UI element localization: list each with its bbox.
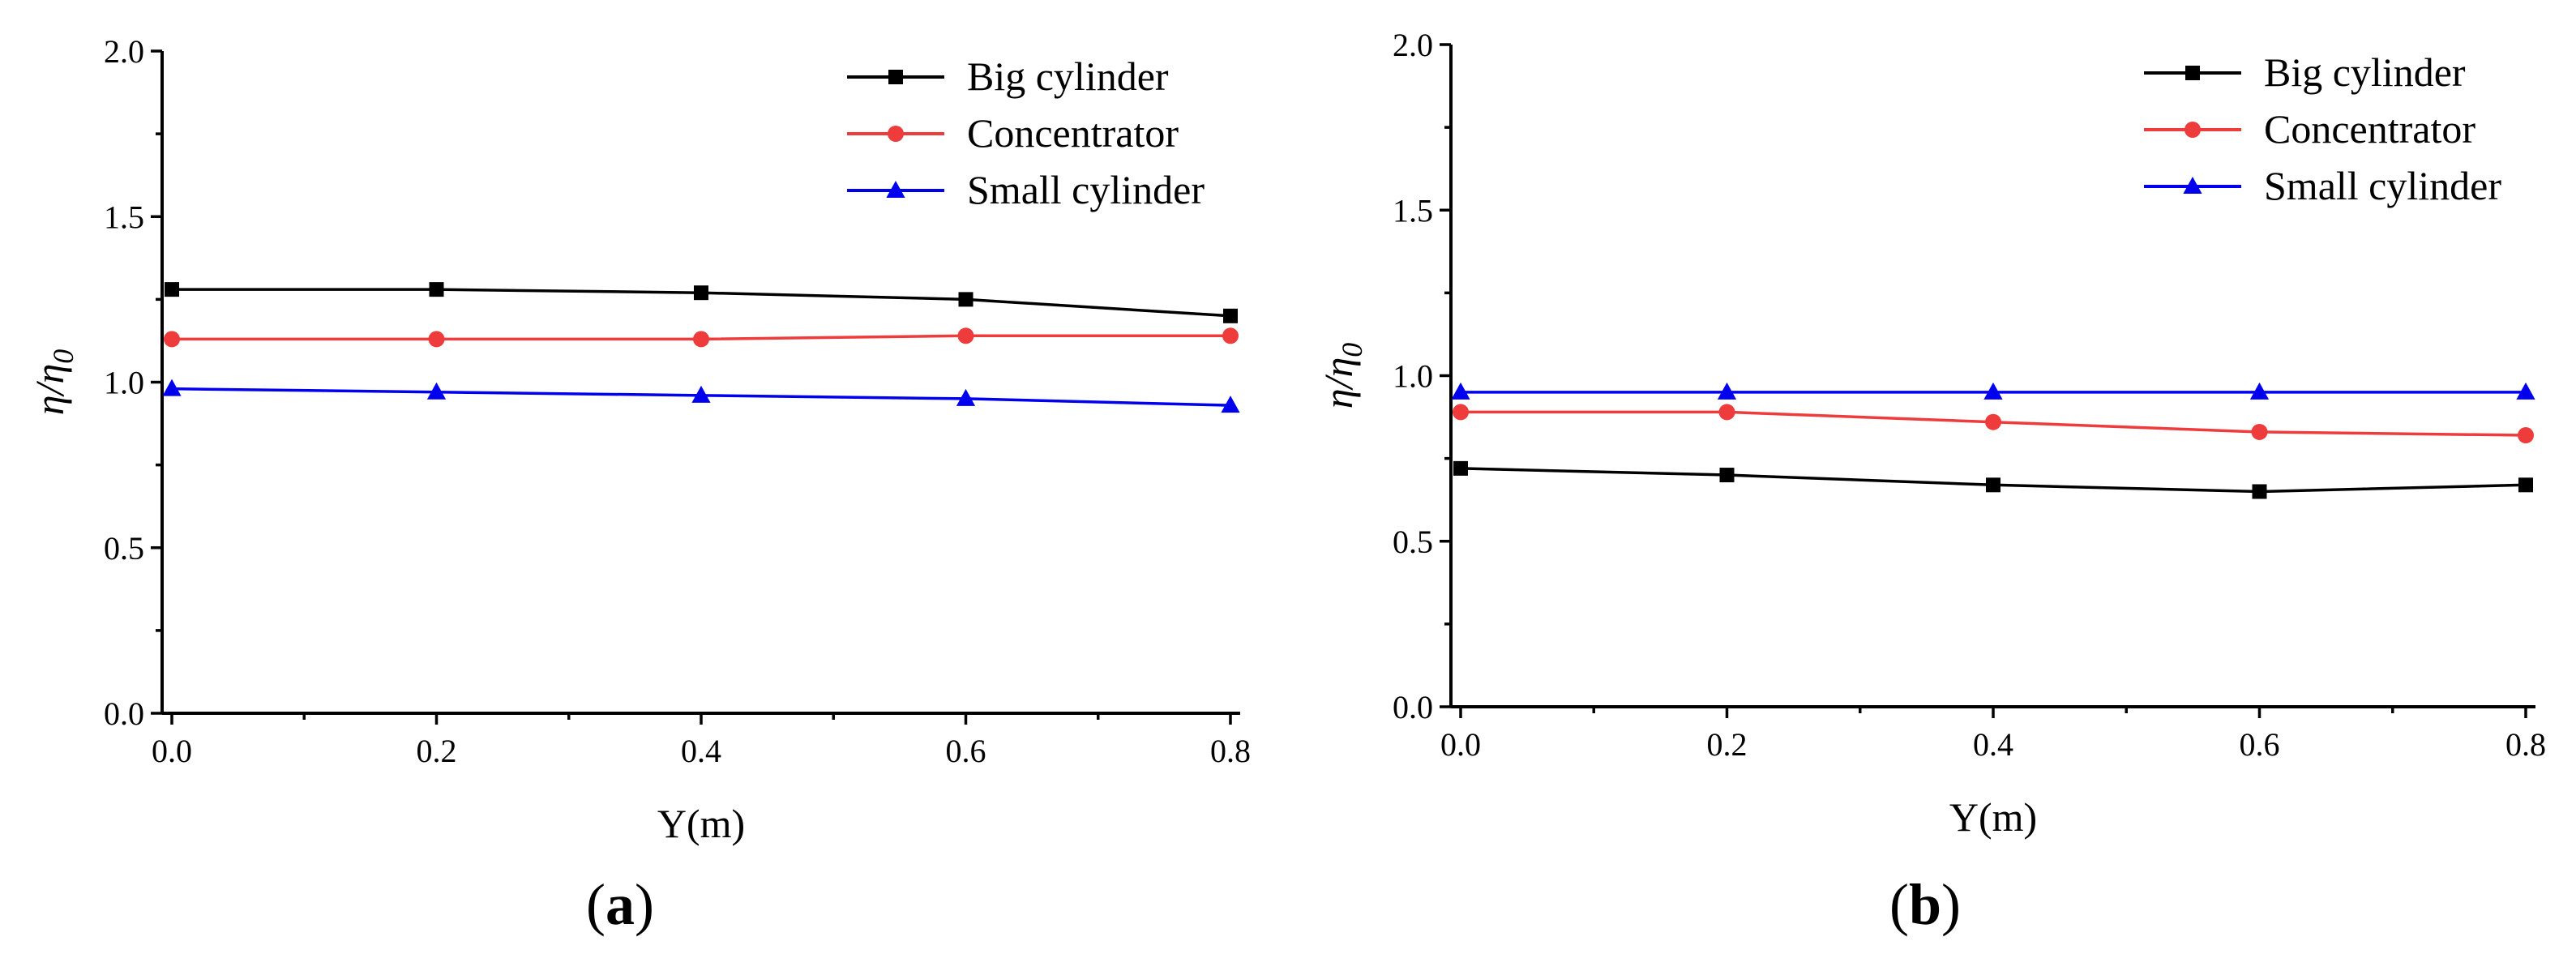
x-tick-label: 0.6 (2240, 726, 2280, 763)
legend-marker (886, 181, 905, 198)
legend-marker (2185, 66, 2200, 80)
data-point (1985, 413, 2001, 430)
y-tick-label: 1.5 (104, 199, 144, 235)
data-point (1223, 308, 1238, 323)
legend-label: Concentrator (967, 110, 1179, 156)
legend-marker (888, 70, 903, 84)
y-tick-label: 1.5 (1393, 192, 1433, 229)
legend-entry: Concentrator (2144, 106, 2475, 152)
y-axis-title: η/η0 (1316, 343, 1368, 409)
data-point (2251, 423, 2268, 440)
legend-marker (2184, 122, 2201, 138)
data-point (164, 331, 180, 348)
x-tick-label: 0.8 (2505, 726, 2546, 763)
y-tick-label: 0.0 (104, 695, 144, 732)
y-tick-label: 2.0 (104, 33, 144, 70)
data-point (2252, 484, 2267, 499)
chart-panel-a: 0.0 0.5 1.0 1.5 2.0 0.0 0.2 0.4 0.6 0.8 Y(m) η/η0 Bi… (27, 33, 1251, 937)
data-point (1717, 382, 1737, 400)
series-concentrator (164, 327, 1239, 348)
x-tick-label: 0.4 (681, 733, 721, 769)
data-point (426, 382, 447, 400)
data-point (693, 331, 709, 348)
panel-label: (a) (586, 872, 654, 937)
y-tick-label: 0.0 (1393, 689, 1433, 725)
data-point (2518, 427, 2534, 444)
chart-panel-b: 0.0 0.5 1.0 1.5 2.0 0.0 0.2 0.4 0.6 0.8 Y(m) η/η0 Bi… (1316, 27, 2546, 937)
y-tick-label: 2.0 (1393, 27, 1433, 63)
data-point (2249, 382, 2270, 400)
data-point (2516, 382, 2535, 400)
x-axis-title: Y(m) (657, 801, 745, 846)
legend-entry: Small cylinder (2144, 163, 2501, 208)
legend-entry: Small cylinder (847, 167, 1205, 212)
x-tick-label: 0.6 (946, 733, 986, 769)
data-point (2518, 477, 2533, 493)
data-point (1222, 327, 1239, 344)
data-point (956, 388, 976, 406)
panel-label: (b) (1889, 872, 1961, 937)
legend-label: Small cylinder (2264, 163, 2501, 208)
data-point (958, 292, 973, 307)
x-tick-label: 0.0 (152, 733, 192, 769)
series-big-cylinder (165, 282, 1238, 323)
x-tick-label: 0.4 (1973, 726, 2013, 763)
data-point (957, 327, 974, 344)
y-tick-label: 0.5 (1393, 524, 1433, 560)
series-big-cylinder (1453, 460, 2533, 499)
x-tick-label: 0.0 (1440, 726, 1481, 763)
y-axis-title: η/η0 (27, 349, 79, 416)
data-point (1986, 477, 2000, 493)
legend-label: Big cylinder (2264, 49, 2466, 95)
legend-label: Big cylinder (967, 53, 1169, 99)
x-axis-title: Y(m) (1949, 794, 2037, 840)
data-point (1983, 382, 2003, 400)
y-tick-label: 1.0 (1393, 358, 1433, 395)
legend-entry: Concentrator (847, 110, 1179, 156)
y-tick-label: 1.0 (104, 365, 144, 401)
legend-label: Concentrator (2264, 106, 2475, 152)
series-concentrator (1453, 404, 2534, 444)
legend-entry: Big cylinder (2144, 49, 2466, 95)
legend-marker (888, 126, 904, 142)
data-point (1451, 382, 1470, 400)
legend-marker (2183, 177, 2202, 194)
data-point (1221, 396, 1240, 413)
data-point (694, 285, 708, 301)
x-tick-label: 0.8 (1210, 733, 1251, 769)
y-tick-label: 0.5 (104, 530, 144, 567)
data-point (162, 379, 182, 396)
x-tick-label: 0.2 (417, 733, 457, 769)
data-point (165, 282, 179, 297)
data-point (1719, 468, 1735, 483)
data-point (428, 331, 445, 348)
data-point (1718, 404, 1735, 421)
legend-label: Small cylinder (967, 167, 1205, 212)
x-tick-label: 0.2 (1707, 726, 1748, 763)
data-point (691, 385, 711, 403)
series-small-cylinder (1451, 382, 2535, 400)
data-point (1453, 460, 1468, 476)
series-small-cylinder (162, 379, 1240, 413)
data-point (1453, 404, 1469, 421)
legend-entry: Big cylinder (847, 53, 1169, 99)
data-point (429, 282, 444, 297)
